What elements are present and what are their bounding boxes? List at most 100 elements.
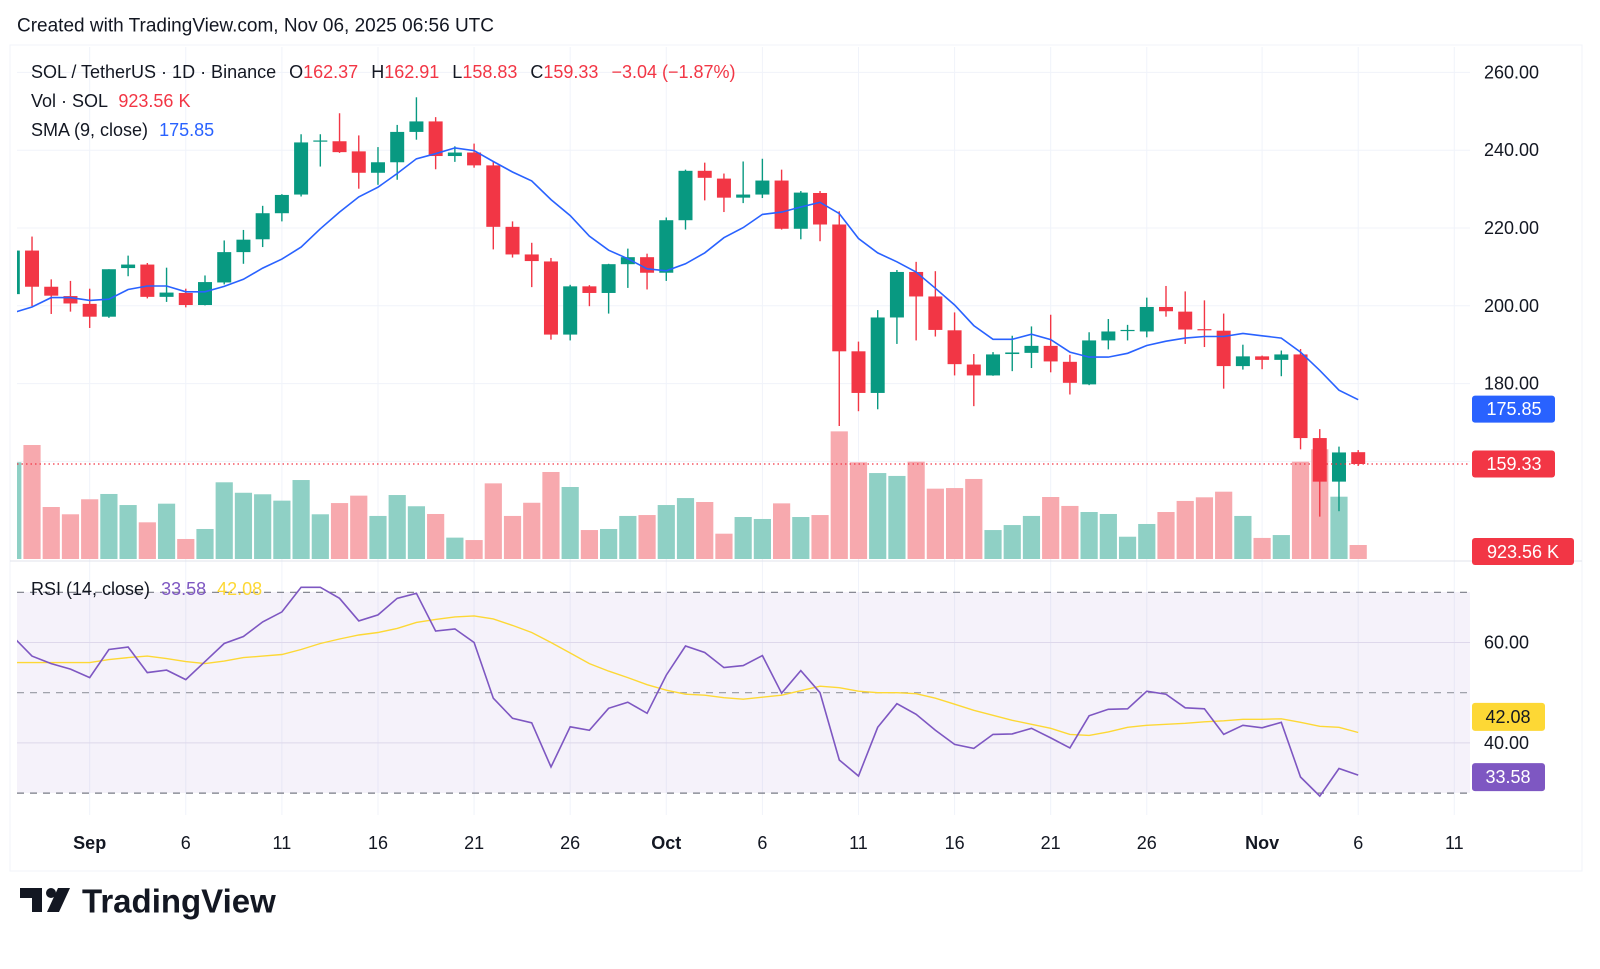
candle bbox=[1331, 446, 1346, 512]
candle-body bbox=[332, 141, 347, 153]
candle bbox=[274, 194, 289, 222]
created-with-caption: Created with TradingView.com, Nov 06, 20… bbox=[17, 16, 494, 37]
volume-bar bbox=[811, 515, 829, 559]
candle-body bbox=[370, 162, 385, 173]
candle-body bbox=[1216, 330, 1231, 367]
rsi-axis-label: 60.00 bbox=[1484, 633, 1529, 653]
legend-volume-label[interactable]: Vol · SOL bbox=[31, 91, 108, 111]
candle-body bbox=[1312, 438, 1327, 482]
candle-body bbox=[601, 264, 616, 293]
time-axis-label: Sep bbox=[73, 833, 106, 853]
candle bbox=[63, 280, 78, 312]
rsi-band-lines bbox=[17, 591, 1470, 794]
volume-bar bbox=[561, 486, 579, 559]
candle bbox=[851, 341, 866, 412]
volume-badge-label: 923.56 K bbox=[1487, 542, 1559, 562]
price-axis[interactable]: 260.00 240.00 220.00 200.00 180.00 bbox=[1484, 62, 1539, 393]
tradingview-logo[interactable]: TradingView bbox=[20, 883, 276, 920]
candle-body bbox=[1274, 354, 1289, 360]
tradingview-logo-icon bbox=[20, 888, 70, 912]
candle bbox=[1255, 355, 1270, 370]
volume-bar bbox=[1022, 515, 1041, 559]
candle bbox=[447, 146, 462, 162]
volume-bar bbox=[369, 515, 387, 559]
sma-badge-label: 175.85 bbox=[1486, 399, 1541, 419]
candle-body bbox=[1235, 356, 1250, 367]
candlesticks bbox=[17, 97, 1366, 517]
candle-body bbox=[447, 152, 462, 157]
volume-bar bbox=[1099, 513, 1117, 559]
volume-bar bbox=[753, 518, 771, 559]
candle bbox=[44, 279, 59, 314]
candle bbox=[1082, 332, 1097, 386]
candle bbox=[793, 191, 808, 240]
candle bbox=[986, 352, 1001, 376]
volume-bar bbox=[1118, 536, 1137, 559]
legend-close-label: C bbox=[530, 62, 543, 82]
volume-bar bbox=[350, 495, 368, 559]
candle bbox=[82, 288, 97, 328]
candle bbox=[755, 158, 770, 199]
volume-bar bbox=[1253, 537, 1271, 559]
price-axis-label: 260.00 bbox=[1484, 62, 1539, 82]
volume-bar bbox=[580, 530, 598, 559]
legend-rsi-value: 33.58 bbox=[161, 579, 206, 599]
candle bbox=[1062, 354, 1077, 395]
legend-symbol[interactable]: SOL / TetherUS · 1D · Binance bbox=[31, 62, 276, 82]
candle-body bbox=[678, 170, 693, 221]
volume-bar bbox=[157, 503, 176, 559]
volume-bar bbox=[542, 471, 560, 559]
candle bbox=[813, 191, 828, 242]
legend-rsi-label[interactable]: RSI (14, close) bbox=[31, 579, 150, 599]
candle bbox=[17, 250, 20, 295]
volume-bar bbox=[61, 514, 80, 559]
candle-body bbox=[1255, 356, 1270, 360]
candle bbox=[255, 205, 270, 248]
candle bbox=[1216, 313, 1231, 389]
volume-bar bbox=[427, 513, 445, 559]
candle bbox=[697, 162, 712, 201]
volume-bar bbox=[100, 493, 118, 559]
candle-body bbox=[851, 351, 866, 393]
volume-bar bbox=[23, 445, 41, 559]
candle-body bbox=[1197, 329, 1212, 331]
candle-body bbox=[1082, 340, 1097, 385]
time-axis[interactable]: Sep 6 11 16 21 26 Oct 6 11 16 21 26 Nov 6 11 bbox=[73, 833, 1463, 853]
volume-bar bbox=[1157, 512, 1175, 559]
candle bbox=[467, 143, 482, 168]
candle bbox=[198, 275, 212, 306]
candle-body bbox=[1293, 354, 1308, 439]
candle bbox=[1159, 285, 1173, 317]
candle bbox=[774, 169, 789, 230]
volume-bar bbox=[254, 494, 272, 559]
time-axis-label: 21 bbox=[464, 833, 484, 853]
candle bbox=[236, 229, 251, 264]
candle bbox=[1024, 326, 1039, 369]
candle bbox=[1101, 319, 1116, 350]
candle bbox=[1178, 291, 1193, 344]
candle bbox=[370, 147, 385, 185]
legend-main: SOL / TetherUS · 1D · Binance O162.37 H1… bbox=[31, 62, 736, 599]
price-axis-label: 200.00 bbox=[1484, 296, 1539, 316]
rsi-ma-badge-label: 42.08 bbox=[1485, 707, 1530, 727]
candle-body bbox=[1331, 452, 1346, 482]
candle bbox=[486, 161, 501, 250]
volume-bar bbox=[657, 505, 675, 559]
candle-body bbox=[1005, 352, 1020, 355]
candle bbox=[101, 269, 116, 318]
volume-bar bbox=[1176, 500, 1194, 559]
candle-body bbox=[947, 330, 962, 365]
volume-bar bbox=[484, 483, 502, 559]
candle-body bbox=[390, 131, 405, 163]
candle bbox=[1120, 324, 1135, 341]
candle bbox=[966, 354, 981, 407]
volume-bar bbox=[215, 482, 233, 559]
rsi-axis[interactable]: 60.00 40.00 bbox=[1484, 633, 1529, 753]
legend-sma-label[interactable]: SMA (9, close) bbox=[31, 120, 148, 140]
rsi-axis-label: 40.00 bbox=[1484, 733, 1529, 753]
candle bbox=[1197, 300, 1212, 348]
candle-body bbox=[351, 151, 366, 173]
svg-text:SOL / TetherUS · 1D · Binance: SOL / TetherUS · 1D · Binance O162.37 H1… bbox=[31, 62, 736, 82]
volume-bar bbox=[1330, 496, 1348, 559]
